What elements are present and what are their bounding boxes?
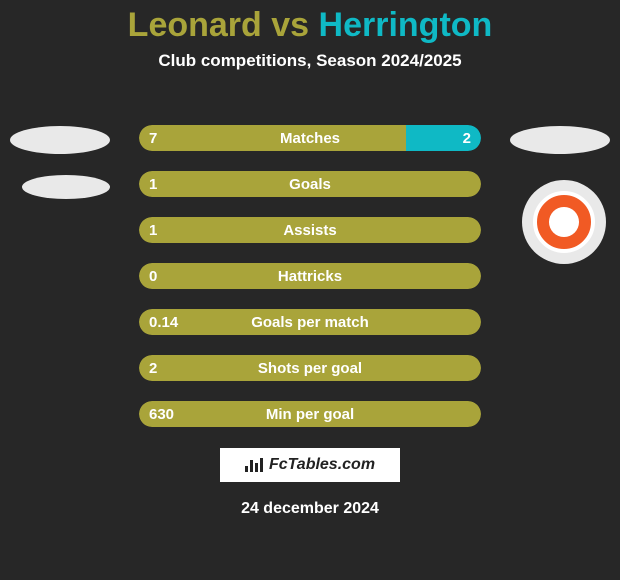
stat-bar-matches: Matches7 2	[138, 124, 482, 152]
title-player1: Leonard	[128, 6, 262, 44]
stat-bar-goals-per-match: Goals per match0.14	[138, 308, 482, 336]
footer-date: 24 december 2024	[0, 500, 620, 518]
subtitle: Club competitions, Season 2024/2025	[0, 51, 620, 71]
bar-label: Min per goal	[139, 401, 481, 427]
bar-value-p1: 7	[149, 125, 157, 151]
title-player2: Herrington	[319, 6, 493, 44]
page-title: Leonard vs Herrington	[0, 0, 620, 45]
player2-badge-0	[510, 126, 610, 154]
bar-label: Matches	[139, 125, 481, 151]
bar-value-p1: 2	[149, 355, 157, 381]
stat-bar-min-per-goal: Min per goal630	[138, 400, 482, 428]
stat-bar-hattricks: Hattricks0	[138, 262, 482, 290]
brand-text: FcTables.com	[269, 456, 375, 474]
bar-value-p1: 0	[149, 263, 157, 289]
club-crest-icon	[533, 191, 595, 253]
brand-logo: FcTables.com	[220, 448, 400, 482]
comparison-bars: Matches72Goals1Assists1Hattricks0Goals p…	[138, 124, 482, 446]
player1-badge-0	[10, 126, 110, 154]
bar-label: Goals per match	[139, 309, 481, 335]
bar-value-p1: 1	[149, 171, 157, 197]
bar-label: Hattricks	[139, 263, 481, 289]
bar-label: Assists	[139, 217, 481, 243]
stat-bar-shots-per-goal: Shots per goal2	[138, 354, 482, 382]
bar-chart-icon	[245, 458, 263, 472]
bar-value-p1: 630	[149, 401, 174, 427]
bar-label: Goals	[139, 171, 481, 197]
player1-badge-1	[22, 175, 110, 199]
title-vs: vs	[271, 6, 309, 44]
bar-value-p1: 0.14	[149, 309, 178, 335]
stat-bar-goals: Goals1	[138, 170, 482, 198]
stat-bar-assists: Assists1	[138, 216, 482, 244]
bar-value-p1: 1	[149, 217, 157, 243]
bar-label: Shots per goal	[139, 355, 481, 381]
bar-value-p2: 2	[463, 125, 471, 151]
player2-badge-1	[522, 180, 606, 264]
